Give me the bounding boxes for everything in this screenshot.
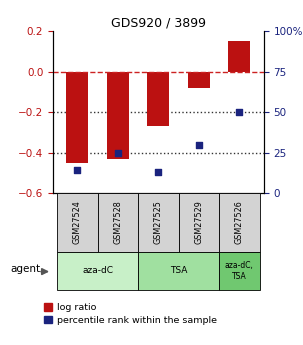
Point: [156, 169, 161, 175]
Point: [75, 168, 80, 173]
Bar: [219, 193, 260, 252]
Bar: [147, 71, 169, 126]
Point: [237, 109, 242, 115]
Bar: [138, 193, 178, 252]
Bar: [228, 41, 251, 71]
Text: TSA: TSA: [170, 266, 187, 275]
Bar: [98, 193, 138, 252]
Point: [196, 142, 201, 147]
Text: GSM27525: GSM27525: [154, 200, 163, 245]
Bar: [107, 71, 129, 159]
Text: agent: agent: [11, 264, 41, 274]
Point: [115, 150, 120, 155]
Title: GDS920 / 3899: GDS920 / 3899: [111, 17, 206, 30]
Bar: [178, 193, 219, 252]
Text: aza-dC: aza-dC: [82, 266, 113, 275]
Bar: [219, 252, 260, 290]
Bar: [188, 71, 210, 88]
Bar: [57, 193, 98, 252]
Text: GSM27524: GSM27524: [73, 201, 82, 244]
Bar: [138, 252, 219, 290]
Legend: log ratio, percentile rank within the sample: log ratio, percentile rank within the sa…: [43, 302, 219, 326]
Text: GSM27528: GSM27528: [113, 201, 122, 244]
Bar: [57, 252, 138, 290]
Text: GSM27526: GSM27526: [235, 201, 244, 244]
Text: GSM27529: GSM27529: [194, 200, 203, 245]
Bar: [66, 71, 88, 163]
Text: aza-dC,
TSA: aza-dC, TSA: [225, 261, 254, 280]
